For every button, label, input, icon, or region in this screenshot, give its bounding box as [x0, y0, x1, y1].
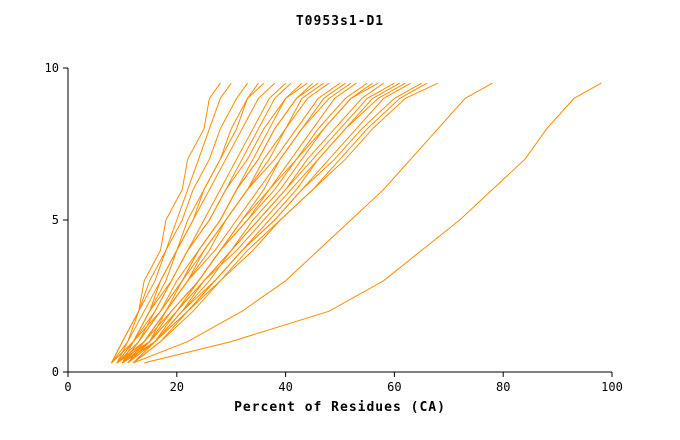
model-curve — [116, 82, 292, 364]
model-curve — [132, 82, 401, 364]
y-tick-label: 5 — [52, 213, 59, 227]
model-curve — [116, 82, 352, 364]
model-curve — [116, 82, 379, 364]
x-tick-label: 0 — [64, 380, 71, 394]
model-curve — [111, 82, 308, 364]
model-curve — [111, 82, 341, 364]
x-tick-label: 80 — [496, 380, 510, 394]
x-axis-label: Percent of Residues (CA) — [234, 400, 446, 415]
y-tick-label: 0 — [52, 365, 59, 379]
model-curve — [122, 82, 439, 364]
x-tick-label: 100 — [601, 380, 623, 394]
model-curve — [111, 82, 221, 364]
x-tick-label: 40 — [278, 380, 292, 394]
x-tick-label: 60 — [387, 380, 401, 394]
model-curve — [111, 82, 248, 364]
model-curve — [127, 82, 324, 364]
x-tick-label: 20 — [170, 380, 184, 394]
chart-title: T0953s1-D1 — [295, 14, 385, 29]
y-tick-label: 10 — [45, 61, 59, 75]
model-curve — [144, 82, 602, 364]
model-curve — [132, 82, 373, 364]
model-curve — [122, 82, 422, 364]
model-curve — [133, 82, 493, 364]
model-curve — [116, 82, 232, 364]
model-curve — [116, 82, 319, 364]
model-curve — [116, 82, 406, 364]
model-curve — [111, 82, 276, 364]
model-curve — [122, 82, 286, 364]
